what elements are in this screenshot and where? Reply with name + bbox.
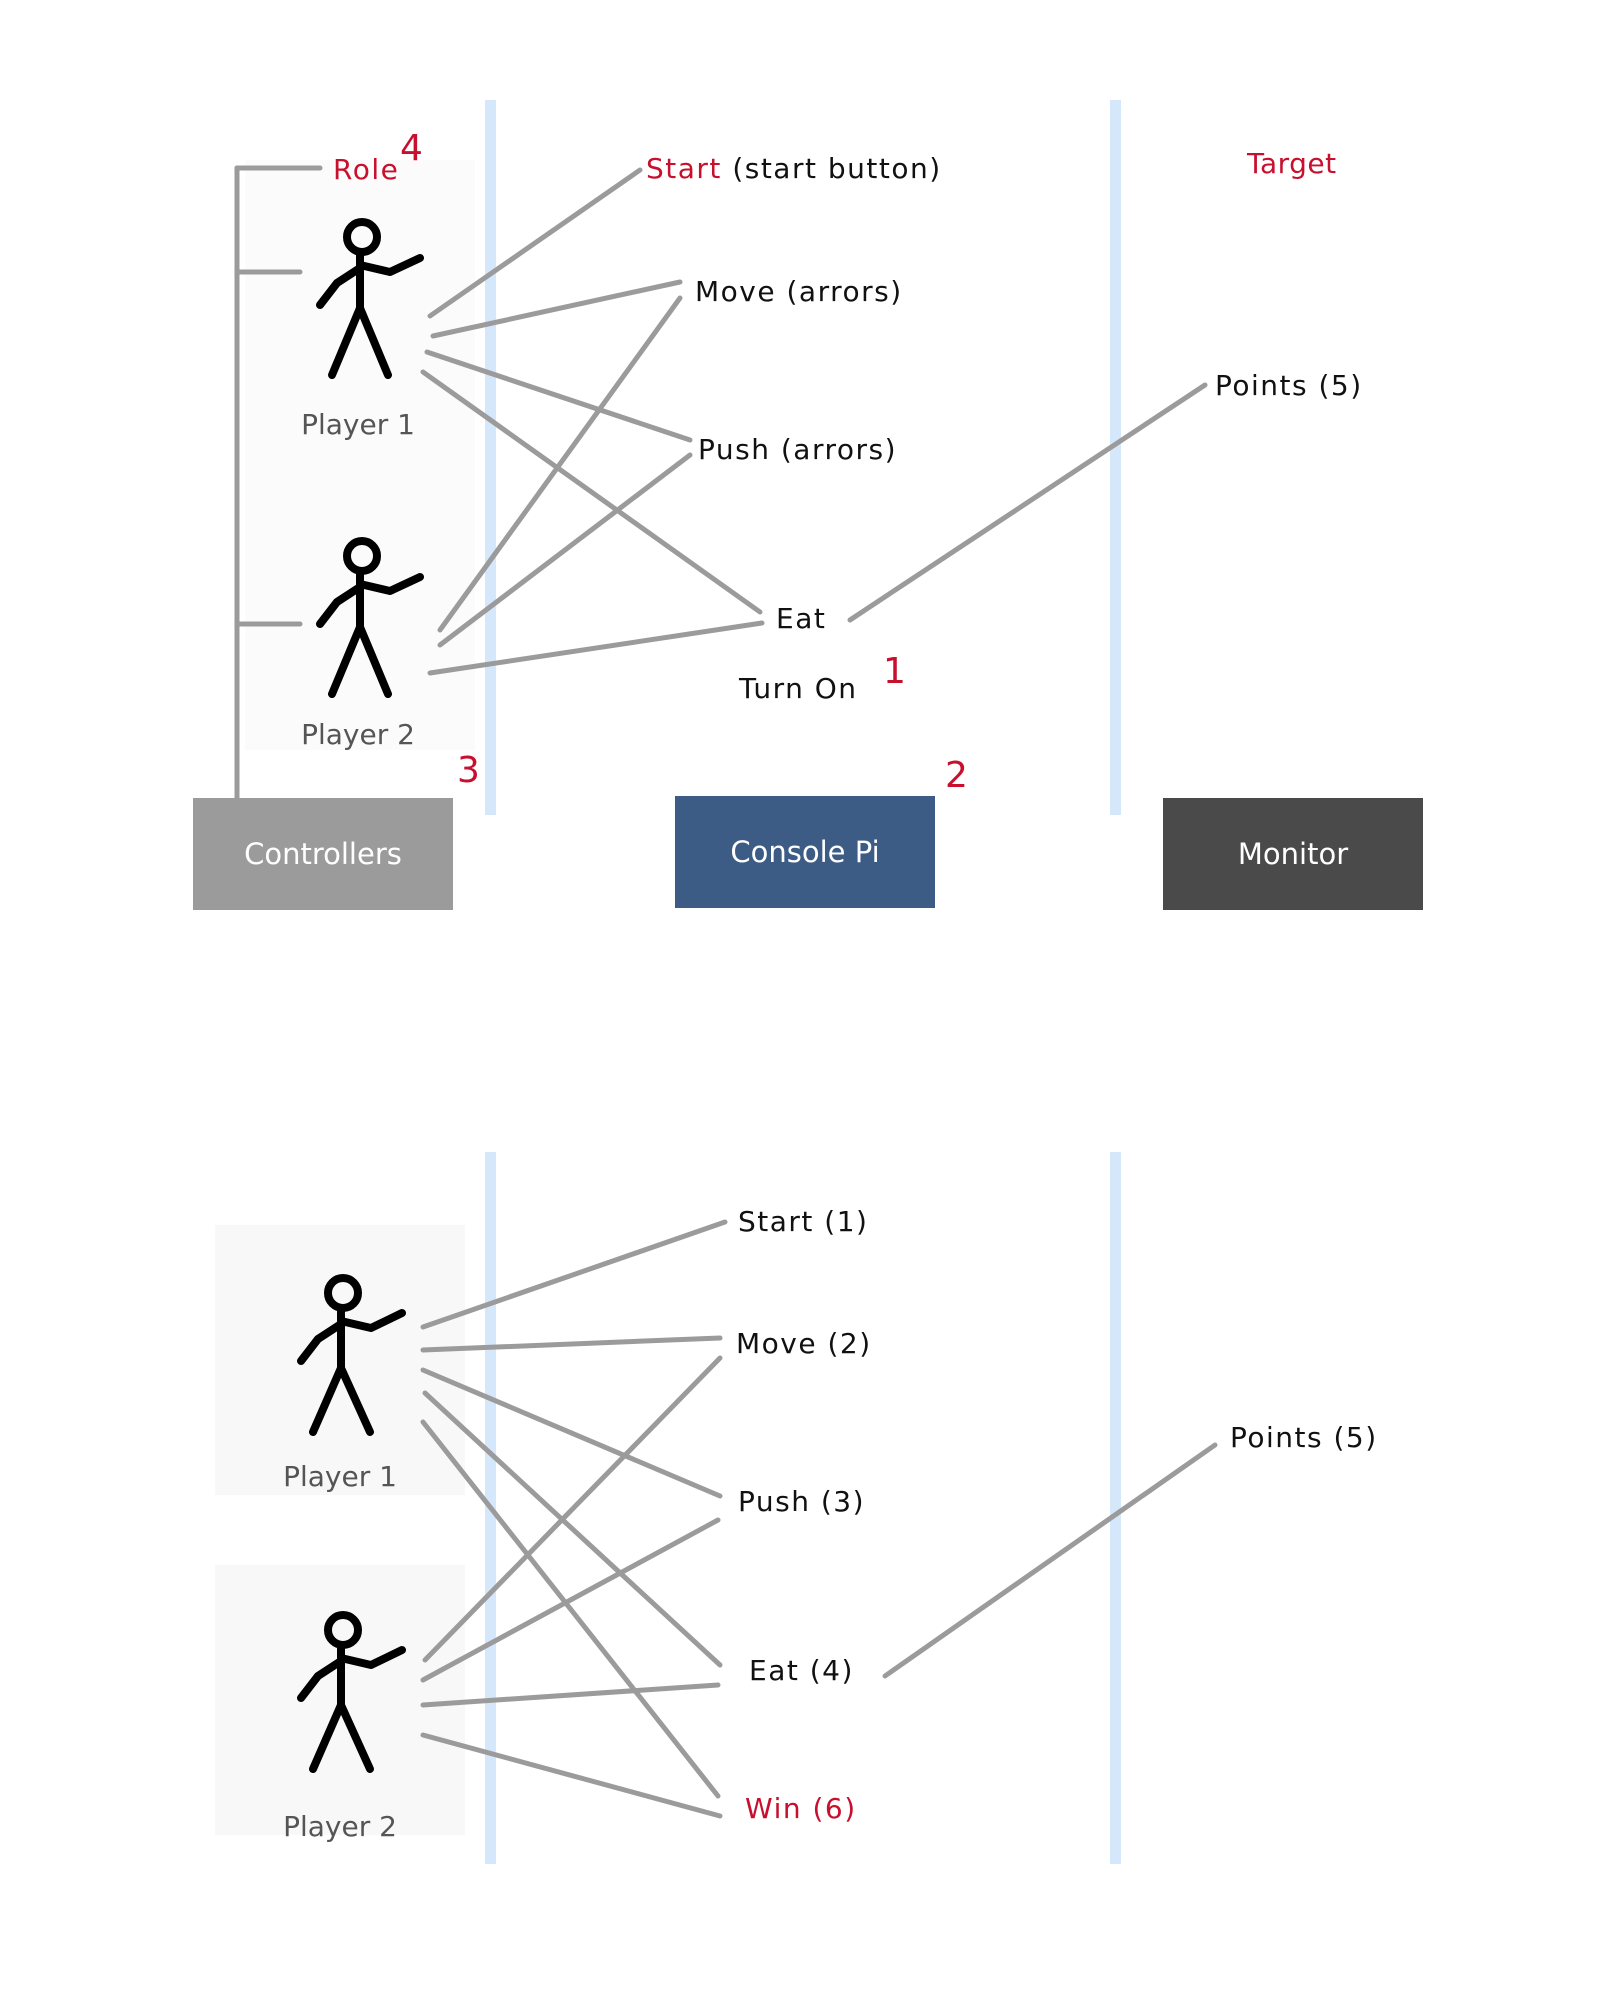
target-label: Target: [1247, 147, 1337, 180]
start-action-label: Start (1): [738, 1205, 869, 1238]
eat-action-label: Eat (4): [749, 1654, 854, 1687]
connector-line: [424, 349, 693, 443]
step-number-2: 2: [945, 755, 968, 796]
stick-figure-icon: [316, 537, 424, 698]
push-action-label: Push (3): [738, 1485, 866, 1518]
connector-line: [420, 369, 763, 615]
connector-line: [420, 1682, 721, 1708]
lane-divider: [1110, 1152, 1121, 1864]
step-number-1: 1: [883, 651, 906, 692]
player-2-label: Player 2: [301, 718, 415, 751]
connector-line: [437, 452, 693, 648]
connector-line: [427, 167, 643, 319]
connector-line: [420, 1419, 721, 1799]
move-action-label: Move (2): [736, 1327, 872, 1360]
connector-line: [882, 1442, 1218, 1679]
start-action-label: Start (start button): [646, 152, 942, 185]
step-number-3: 3: [457, 750, 480, 791]
player-2-label: Player 2: [283, 1810, 397, 1843]
start-highlight: Start: [646, 152, 722, 185]
connector-line: [420, 1732, 723, 1819]
role-number: 4: [400, 128, 423, 169]
lane-divider: [485, 100, 496, 815]
start-detail: (start button): [732, 152, 942, 185]
lane-divider: [1110, 100, 1121, 815]
connector-line: [420, 1335, 723, 1353]
move-action-label: Move (arrors): [695, 275, 903, 308]
stick-figure-icon: [297, 1611, 406, 1773]
points-label: Points (5): [1215, 369, 1363, 402]
connector-line: [422, 1390, 723, 1668]
connector-line: [430, 279, 683, 339]
player-1-label: Player 1: [283, 1460, 397, 1493]
win-action-label: Win (6): [745, 1792, 857, 1825]
stick-figure-icon: [316, 218, 424, 379]
points-label: Points (5): [1230, 1421, 1378, 1454]
controllers-box: Controllers: [193, 798, 453, 910]
eat-action-label: Eat: [776, 602, 827, 635]
connector-line: [427, 620, 765, 676]
connector-line: [420, 1367, 723, 1499]
monitor-box: Monitor: [1163, 798, 1423, 910]
player-1-label: Player 1: [301, 408, 415, 441]
connector-line: [422, 1355, 723, 1663]
console-pi-box: Console Pi: [675, 796, 935, 908]
connector-line: [437, 295, 683, 633]
push-action-label: Push (arrors): [698, 433, 898, 466]
turn-on-label: Turn On: [739, 672, 858, 705]
connector-line: [420, 1219, 728, 1330]
connector-line: [847, 382, 1208, 623]
role-label: Role: [333, 153, 400, 186]
stick-figure-icon: [297, 1274, 406, 1436]
connector-line: [420, 1517, 721, 1683]
